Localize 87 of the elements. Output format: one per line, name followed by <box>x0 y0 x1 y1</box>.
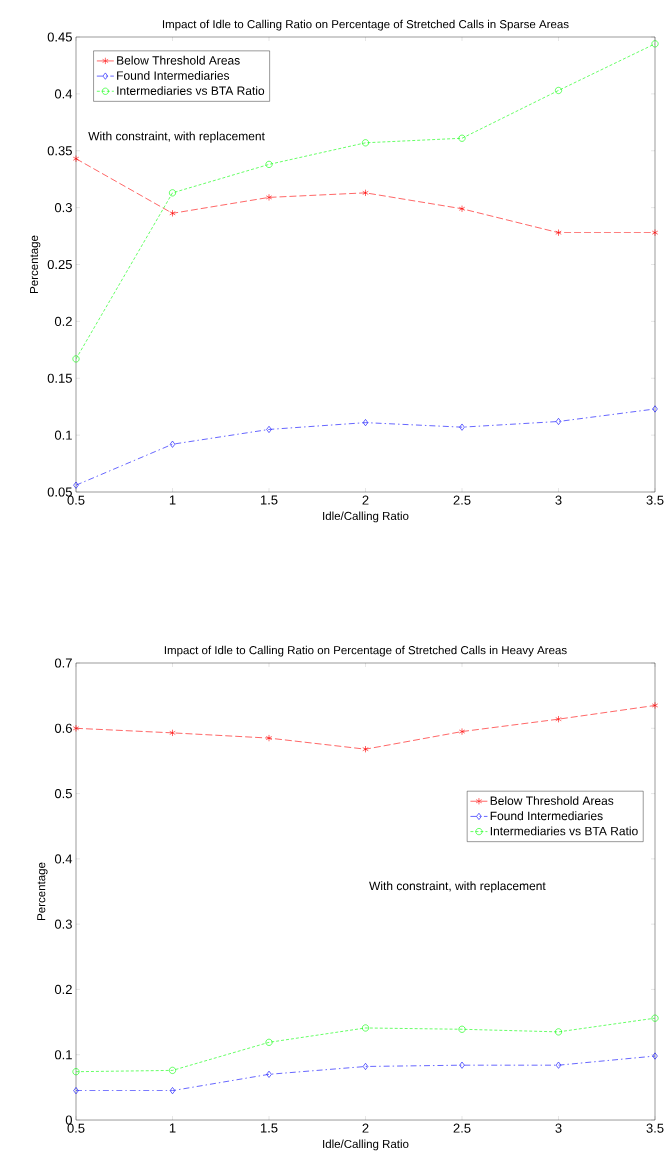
y-tick-label: 0.7 <box>54 658 72 668</box>
point <box>651 229 659 237</box>
x-tick-label: 0.5 <box>67 495 85 505</box>
chart-title: Impact of Idle to Calling Ratio on Percentage of Stretched Calls in Heavy Areas <box>164 645 567 657</box>
y-tick-label: 0.4 <box>54 89 73 99</box>
point <box>362 139 369 147</box>
x-tick-label: 2 <box>362 495 369 505</box>
point <box>555 715 562 723</box>
x-tick-label: 3.5 <box>646 1123 664 1133</box>
legend-label: Intermediaries vs BTA Ratio <box>490 826 638 836</box>
y-tick-label: 0 <box>65 1115 72 1125</box>
point <box>169 1066 176 1074</box>
y-tick-label: 0.3 <box>54 203 72 213</box>
point <box>458 1025 466 1033</box>
point <box>555 86 562 94</box>
point <box>265 1038 273 1046</box>
point <box>362 1062 369 1070</box>
x-tick-label: 3.5 <box>646 495 664 505</box>
x-axis-title: Idle/Calling Ratio <box>323 511 409 523</box>
point <box>73 1087 79 1095</box>
x-tick-label: 2.5 <box>453 1123 471 1133</box>
x-tick-label: 3 <box>555 495 562 505</box>
legend-label: Found Intermediaries <box>490 811 603 821</box>
y-tick-label: 0.1 <box>54 1050 72 1060</box>
y-tick-label: 0.3 <box>54 919 72 929</box>
y-tick-label: 0.4 <box>54 854 73 864</box>
y-tick-label: 0.6 <box>54 723 72 733</box>
point <box>73 481 79 489</box>
point <box>651 40 659 48</box>
point <box>652 405 658 413</box>
point <box>72 724 80 732</box>
point <box>362 419 369 427</box>
point <box>72 1068 80 1076</box>
point <box>651 701 659 709</box>
point <box>169 440 176 448</box>
point <box>265 160 273 168</box>
point <box>265 734 273 742</box>
point <box>458 728 466 736</box>
point <box>555 229 562 237</box>
point <box>169 729 176 737</box>
x-tick-label: 1 <box>169 495 176 505</box>
x-tick-label: 1.5 <box>260 1123 278 1133</box>
point <box>362 1024 369 1032</box>
point <box>72 155 80 163</box>
annotation: With constraint, with replacement <box>369 881 546 893</box>
y-tick-label: 0.25 <box>47 259 72 270</box>
y-axis-title: Percentage <box>30 235 41 293</box>
legend-label: Intermediaries vs BTA Ratio <box>117 86 265 95</box>
x-tick-label: 0.5 <box>67 1123 85 1133</box>
point <box>362 745 369 753</box>
annotation: With constraint, with replacement <box>88 131 265 143</box>
point <box>265 193 273 201</box>
point <box>555 417 562 425</box>
point <box>266 1070 272 1078</box>
y-tick-label: 0.05 <box>47 487 72 497</box>
y-axis-title: Percentage <box>37 862 48 920</box>
point <box>459 423 465 431</box>
point <box>651 1014 659 1022</box>
y-tick-label: 0.5 <box>54 788 72 799</box>
y-tick-label: 0.2 <box>54 316 72 326</box>
point <box>72 355 80 363</box>
y-tick-label: 0.35 <box>47 146 72 156</box>
point <box>652 1052 658 1060</box>
y-tick-label: 0.15 <box>47 373 72 383</box>
y-tick-label: 0.1 <box>54 430 72 440</box>
point <box>362 189 369 197</box>
point <box>458 134 466 142</box>
point <box>458 205 466 213</box>
legend-label: Below Threshold Areas <box>490 796 614 805</box>
point <box>169 209 176 217</box>
point <box>555 1028 562 1036</box>
point <box>266 425 272 433</box>
point <box>459 1061 465 1069</box>
point <box>555 1061 562 1069</box>
legend-label: Below Threshold Areas <box>117 55 240 65</box>
legend-label: Found Intermediaries <box>117 71 230 80</box>
x-tick-label: 2 <box>362 1123 369 1133</box>
x-tick-label: 1 <box>169 1123 176 1133</box>
x-tick-label: 2.5 <box>453 495 471 505</box>
point <box>169 1087 176 1095</box>
x-tick-label: 1.5 <box>260 495 278 505</box>
x-axis-title: Idle/Calling Ratio <box>323 1139 409 1151</box>
x-tick-label: 3 <box>555 1123 562 1133</box>
chart-title: Impact of Idle to Calling Ratio on Percentage of Stretched Calls in Sparse Areas <box>162 19 569 31</box>
y-tick-label: 0.2 <box>54 984 72 995</box>
point <box>169 189 176 197</box>
y-tick-label: 0.45 <box>47 32 72 42</box>
